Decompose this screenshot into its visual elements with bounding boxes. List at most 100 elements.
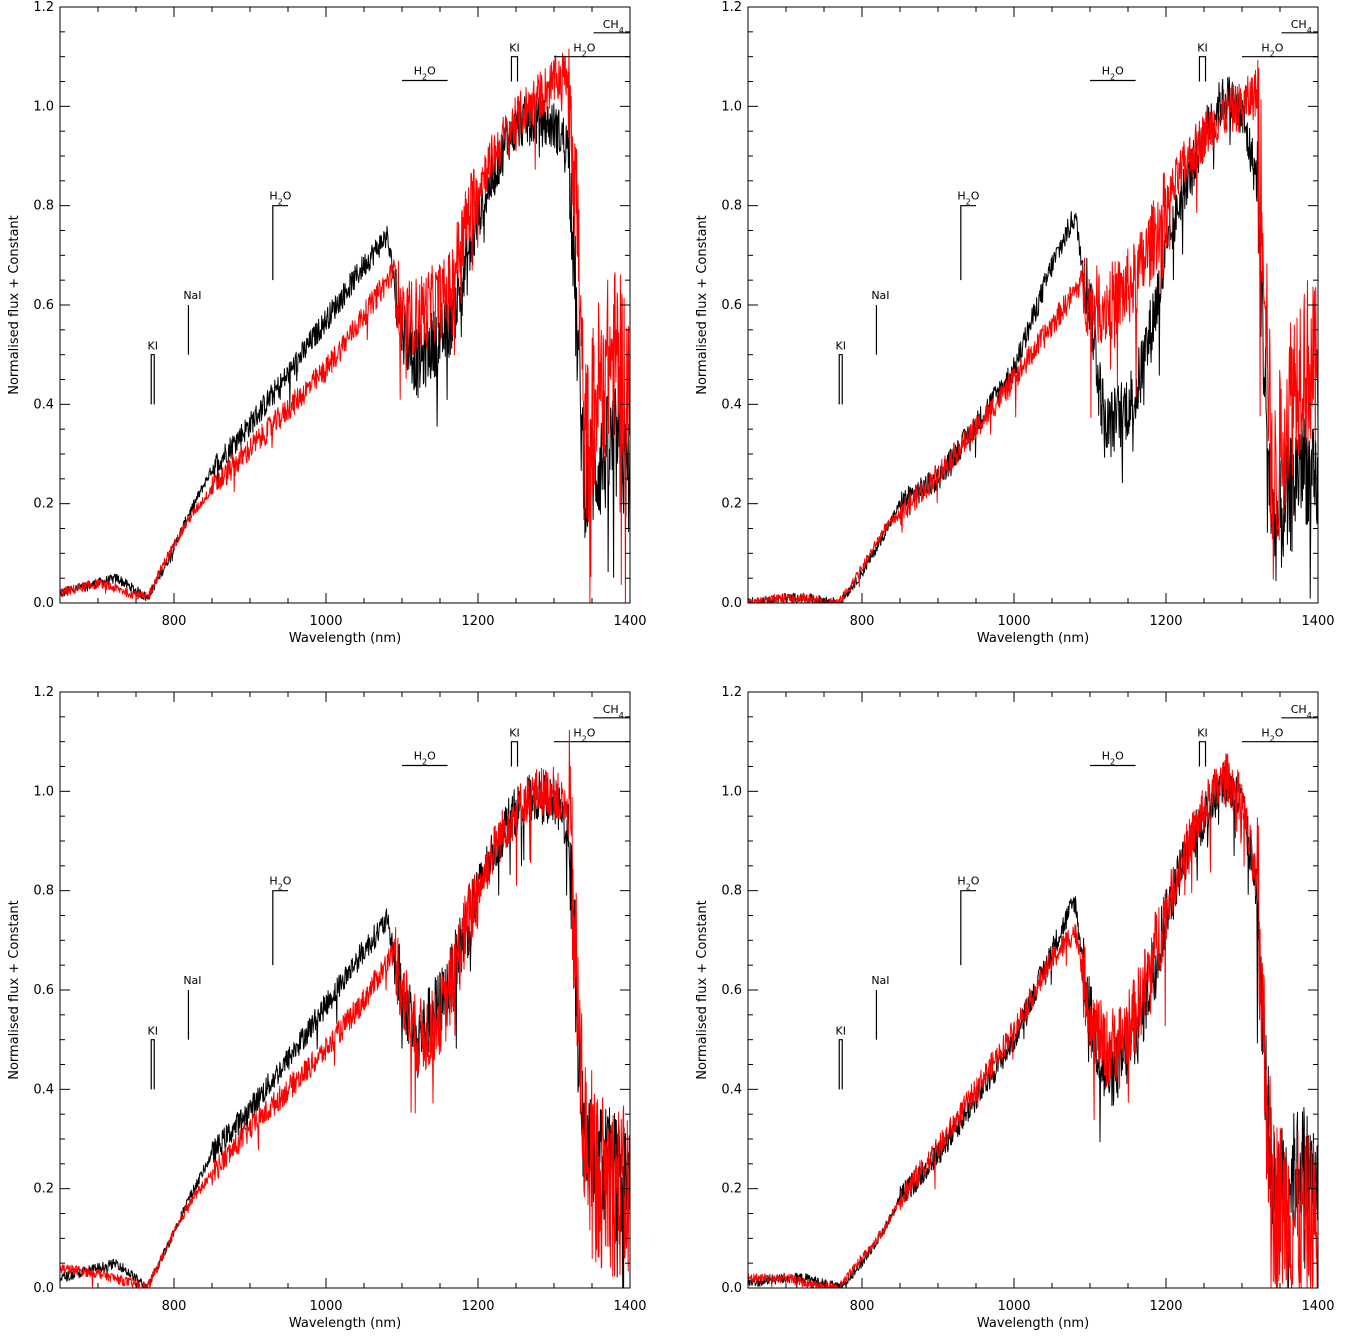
y-tick-label: 0.2 — [721, 1182, 742, 1197]
ch4-label: CH4 — [603, 703, 624, 720]
y-tick-label: 0.8 — [721, 199, 742, 214]
series-line-black — [748, 760, 1318, 1288]
annotation-group — [150, 717, 630, 1090]
y-axis-label: Normalised flux + Constant — [695, 900, 710, 1080]
annotation-group — [150, 32, 630, 405]
y-axis-label: Normalised flux + Constant — [695, 215, 710, 395]
y-tick-label: 0.4 — [721, 397, 742, 412]
h2o-band-marker-930 — [960, 890, 976, 966]
chart-panel-4: 800 1000 1200 1400 0.0 0.2 0.4 0.6 0.8 1.0 1.2 Wave… — [695, 685, 1335, 1331]
y-tick-label: 1.0 — [33, 99, 54, 114]
y-tick-label: 0.0 — [33, 1281, 54, 1296]
chart-panel-2: 800 1000 1200 1400 0.0 0.2 0.4 0.6 0.8 1.0 1.2 Wave… — [695, 0, 1335, 646]
h2o-label-1340: H2O — [1261, 42, 1283, 59]
y-tick-label: 1.0 — [721, 99, 742, 114]
h2o-label-1340: H2O — [573, 42, 595, 59]
h2o-label-1130: H2O — [414, 65, 436, 82]
y-tick-label: 1.2 — [33, 0, 54, 15]
x-tick-label: 800 — [162, 614, 187, 629]
series-line-red — [60, 48, 630, 603]
y-tick-label: 0.4 — [33, 397, 54, 412]
ki-label-1250: KI — [1197, 42, 1207, 55]
ki-label: KI — [835, 340, 845, 353]
series-group — [60, 729, 630, 1288]
nai-label: NaI — [871, 974, 889, 987]
x-tick-label: 1400 — [1301, 614, 1334, 629]
h2o-band-marker-930 — [960, 205, 976, 281]
y-tick-label: 0.8 — [33, 884, 54, 899]
ch4-label: CH4 — [1291, 18, 1312, 35]
y-tick-label: 0.6 — [33, 298, 54, 313]
ch4-label: CH4 — [603, 18, 624, 35]
h2o-label-930: H2O — [957, 875, 979, 892]
annotation-group — [838, 32, 1318, 405]
y-tick-label: 1.0 — [33, 784, 54, 799]
x-tick-label: 1000 — [997, 614, 1030, 629]
x-tick-label: 1400 — [613, 1299, 646, 1314]
series-line-red — [60, 729, 630, 1288]
y-tick-label: 0.2 — [721, 497, 742, 512]
series-line-black — [60, 771, 630, 1288]
y-tick-label: 0.0 — [721, 596, 742, 611]
h2o-label-1130: H2O — [414, 750, 436, 767]
ki-label-1250: KI — [1197, 727, 1207, 740]
y-tick-label: 0.4 — [721, 1082, 742, 1097]
ki-marker-1250 — [510, 741, 519, 767]
x-tick-label: 800 — [850, 614, 875, 629]
x-tick-label: 1000 — [309, 614, 342, 629]
y-tick-label: 0.4 — [33, 1082, 54, 1097]
nai-label: NaI — [183, 289, 201, 302]
y-tick-label: 0.6 — [33, 983, 54, 998]
h2o-band-marker-930 — [272, 205, 288, 281]
y-tick-label: 0.0 — [33, 596, 54, 611]
y-axis-label: Normalised flux + Constant — [7, 215, 22, 395]
h2o-label-930: H2O — [269, 190, 291, 207]
ki-label-1250: KI — [509, 42, 519, 55]
ki-label: KI — [147, 340, 157, 353]
y-axis-label: Normalised flux + Constant — [7, 900, 22, 1080]
ki-marker-1250 — [1198, 56, 1207, 82]
h2o-label-1340: H2O — [573, 727, 595, 744]
y-tick-label: 0.6 — [721, 298, 742, 313]
h2o-label-930: H2O — [269, 875, 291, 892]
h2o-label-1340: H2O — [1261, 727, 1283, 744]
nai-label: NaI — [183, 974, 201, 987]
x-tick-label: 800 — [850, 1299, 875, 1314]
ki-label-1250: KI — [509, 727, 519, 740]
y-tick-label: 1.2 — [33, 685, 54, 700]
y-tick-label: 1.0 — [721, 784, 742, 799]
series-line-red — [748, 59, 1318, 603]
y-tick-label: 0.2 — [33, 1182, 54, 1197]
series-group — [748, 59, 1318, 603]
y-tick-label: 0.6 — [721, 983, 742, 998]
ki-doublet-marker — [838, 354, 843, 405]
h2o-label-930: H2O — [957, 190, 979, 207]
x-tick-label: 1200 — [461, 614, 494, 629]
x-tick-label: 1000 — [997, 1299, 1030, 1314]
x-tick-label: 1200 — [461, 1299, 494, 1314]
annotation-group — [838, 717, 1318, 1090]
series-line-red — [748, 753, 1318, 1288]
x-axis-label: Wavelength (nm) — [977, 631, 1089, 646]
y-tick-label: 0.2 — [33, 497, 54, 512]
y-tick-label: 0.8 — [33, 199, 54, 214]
chart-panel-3: 800 1000 1200 1400 0.0 0.2 0.4 0.6 0.8 1.0 1.2 Wave… — [7, 685, 647, 1331]
series-line-black — [748, 76, 1318, 603]
x-tick-label: 1000 — [309, 1299, 342, 1314]
h2o-label-1130: H2O — [1102, 65, 1124, 82]
ki-label: KI — [147, 1025, 157, 1038]
ki-doublet-marker — [838, 1039, 843, 1090]
ki-doublet-marker — [150, 1039, 155, 1090]
ki-marker-1250 — [1198, 741, 1207, 767]
ch4-label: CH4 — [1291, 703, 1312, 720]
series-group — [748, 753, 1318, 1288]
x-axis-label: Wavelength (nm) — [289, 1316, 401, 1331]
x-tick-label: 1400 — [1301, 1299, 1334, 1314]
series-group — [60, 48, 630, 603]
y-tick-label: 1.2 — [721, 0, 742, 15]
y-tick-label: 0.8 — [721, 884, 742, 899]
x-tick-label: 1200 — [1149, 1299, 1182, 1314]
h2o-label-1130: H2O — [1102, 750, 1124, 767]
